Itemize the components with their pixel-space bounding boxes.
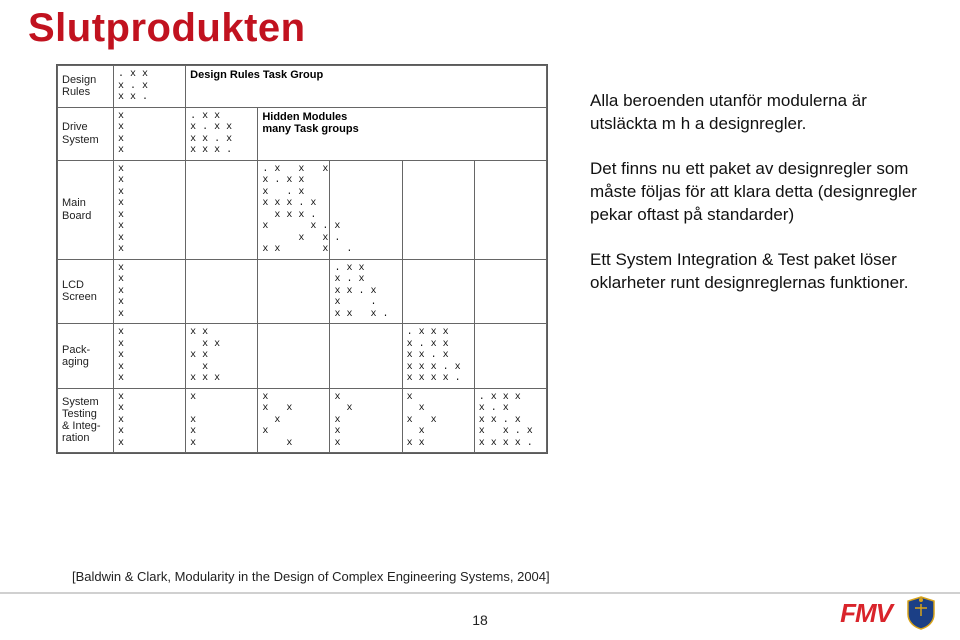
cell bbox=[402, 259, 474, 324]
cell bbox=[330, 324, 402, 389]
cell: . x x x x . x x x . x x x . x x x x x . bbox=[474, 388, 546, 453]
body-text: Alla beroenden utanför modulerna är utsl… bbox=[590, 90, 920, 317]
cell bbox=[186, 259, 258, 324]
slide-title: Slutprodukten bbox=[28, 6, 306, 51]
cell bbox=[474, 324, 546, 389]
cell bbox=[474, 160, 546, 259]
footer-divider bbox=[0, 592, 960, 594]
cell bbox=[474, 259, 546, 324]
row-header: System Testing & Integ- ration bbox=[58, 388, 114, 453]
fmv-logo: FMV bbox=[840, 598, 892, 629]
paragraph: Ett System Integration & Test paket löse… bbox=[590, 249, 920, 295]
cell: x x x x x x x bbox=[402, 388, 474, 453]
cell: x x x x bbox=[114, 107, 186, 160]
cell: x x x x x bbox=[114, 324, 186, 389]
cell bbox=[258, 259, 330, 324]
row-header: Pack- aging bbox=[58, 324, 114, 389]
cell: x x x x bbox=[186, 388, 258, 453]
cell bbox=[402, 160, 474, 259]
row-header: LCD Screen bbox=[58, 259, 114, 324]
cell: . x x x . x x x . x x . x x x . bbox=[330, 259, 402, 324]
cell bbox=[186, 160, 258, 259]
dsm-diagram: Design Rules . x x x . x x x . Design Ru… bbox=[56, 64, 548, 454]
slide: Slutprodukten Design Rules . x x x . x x… bbox=[0, 0, 960, 640]
row-header: Main Board bbox=[58, 160, 114, 259]
cell: x x x x x x x x x x bbox=[186, 324, 258, 389]
citation: [Baldwin & Clark, Modularity in the Desi… bbox=[72, 569, 550, 584]
dsm-table: Design Rules . x x x . x x x . Design Ru… bbox=[57, 65, 547, 453]
paragraph: Det finns nu ett paket av designregler s… bbox=[590, 158, 920, 227]
cell: x x x x x x x x bbox=[114, 160, 186, 259]
paragraph: Alla beroenden utanför modulerna är utsl… bbox=[590, 90, 920, 136]
cell-label: Design Rules Task Group bbox=[186, 66, 547, 108]
cell: x x x x x bbox=[330, 388, 402, 453]
crest-icon bbox=[906, 596, 936, 630]
row-header: Drive System bbox=[58, 107, 114, 160]
cell: . x x x . x x x x . x x x x . bbox=[186, 107, 258, 160]
cell: x x x x x bbox=[114, 259, 186, 324]
cell: x x x x x x bbox=[258, 388, 330, 453]
cell: . x x x x . x x x . x x x x . x x x x . … bbox=[258, 160, 330, 259]
footer-logos: FMV bbox=[840, 596, 936, 630]
cell-label: Hidden Modules many Task groups bbox=[258, 107, 547, 160]
page-number: 18 bbox=[472, 612, 488, 628]
cell: . x x x x . x x x x . x x x x . x x x x … bbox=[402, 324, 474, 389]
cell: . x x x . x x x . bbox=[114, 66, 186, 108]
row-header: Design Rules bbox=[58, 66, 114, 108]
cell bbox=[258, 324, 330, 389]
cell: x x x x x bbox=[114, 388, 186, 453]
